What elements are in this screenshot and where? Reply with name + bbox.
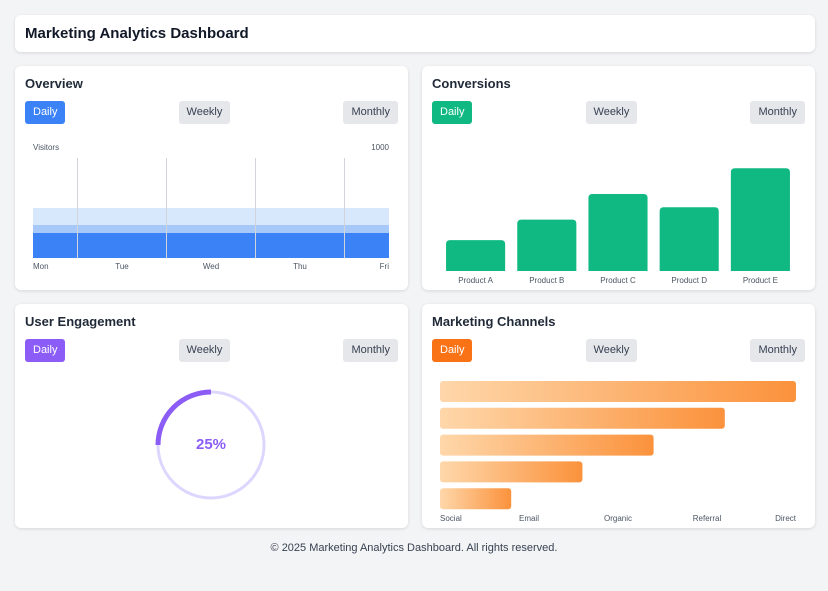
- area: [33, 233, 389, 258]
- period-button[interactable]: Daily: [25, 339, 66, 362]
- period-button[interactable]: Monthly: [750, 339, 805, 362]
- category-label: Email: [519, 514, 539, 523]
- chart: Visitors 1000 Mon Tue Wed Thu Fri: [33, 143, 390, 271]
- bar: [517, 219, 577, 271]
- page-title: Marketing Analytics Dashboard: [25, 25, 249, 42]
- period-button[interactable]: Monthly: [343, 101, 398, 124]
- panel-title: User Engagement: [25, 314, 136, 329]
- header: Marketing Analytics Dashboard: [15, 15, 815, 52]
- period-button[interactable]: Weekly: [585, 101, 638, 124]
- panel-card: 25% User Engagement Daily Weekly Monthly: [15, 304, 408, 528]
- period-button[interactable]: Daily: [432, 101, 473, 124]
- panel-card: Visitors 1000 Mon Tue Wed Thu Fri Overview Daily…: [15, 66, 408, 290]
- donut-label: 25%: [196, 436, 226, 453]
- category-label: Direct: [775, 514, 797, 523]
- x-tick-label: Thu: [293, 262, 307, 271]
- bar: [440, 381, 796, 402]
- button-group: Daily Weekly Monthly: [432, 101, 805, 124]
- period-button[interactable]: Daily: [432, 339, 473, 362]
- period-button[interactable]: Monthly: [750, 101, 805, 124]
- panel-title: Marketing Channels: [432, 314, 556, 329]
- bar: [440, 434, 654, 456]
- x-tick-label: Tue: [115, 262, 129, 271]
- x-tick-label: Product C: [600, 276, 636, 285]
- x-tick-label: Wed: [203, 262, 219, 271]
- bar: [440, 407, 725, 429]
- y-axis-label: Visitors: [33, 143, 59, 152]
- panel-card: Product A Product B Product C Product D Prod…: [422, 66, 815, 290]
- button-group: Daily Weekly Monthly: [25, 101, 398, 124]
- bar: [659, 207, 719, 271]
- button-group: Daily Weekly Monthly: [25, 339, 398, 362]
- period-button[interactable]: Weekly: [178, 101, 231, 124]
- period-button[interactable]: Weekly: [178, 339, 231, 362]
- period-button[interactable]: Weekly: [585, 339, 638, 362]
- bar: [440, 461, 583, 483]
- chart: Product A Product B Product C Product D Prod…: [446, 168, 790, 285]
- bar: [730, 168, 790, 271]
- x-tick-label: Product E: [743, 276, 778, 285]
- period-button[interactable]: Daily: [25, 101, 66, 124]
- bar: [446, 240, 506, 271]
- panel-card: Social Email Organic Referral Direct Marketin…: [422, 304, 815, 528]
- category-label: Organic: [604, 514, 632, 523]
- footer: © 2025 Marketing Analytics Dashboard. Al…: [270, 542, 558, 554]
- x-tick-label: Product B: [529, 276, 564, 285]
- panel-title: Overview: [25, 76, 83, 91]
- x-tick-label: Fri: [380, 262, 390, 271]
- donut-arc: [155, 389, 212, 446]
- chart: 25%: [155, 389, 266, 500]
- period-button[interactable]: Monthly: [343, 339, 398, 362]
- chart: Social Email Organic Referral Direct: [440, 381, 797, 523]
- y-tick-label: 1000: [371, 143, 389, 152]
- panel-title: Conversions: [432, 76, 511, 91]
- button-group: Daily Weekly Monthly: [432, 339, 805, 362]
- x-tick-label: Product D: [671, 276, 707, 285]
- category-label: Referral: [693, 514, 722, 523]
- x-tick-label: Product A: [458, 276, 493, 285]
- category-label: Social: [440, 514, 462, 523]
- x-tick-label: Mon: [33, 262, 49, 271]
- bar: [588, 193, 648, 271]
- bar: [440, 488, 512, 510]
